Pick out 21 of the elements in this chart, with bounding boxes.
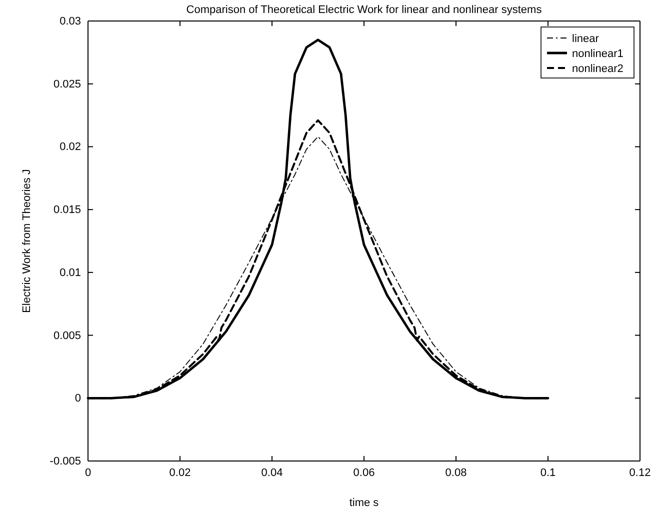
x-tick-label: 0.04 [261, 466, 283, 479]
y-tick-label: 0.015 [53, 204, 81, 216]
y-axis-title: Electric Work from Theories J [21, 169, 33, 313]
x-tick-label: 0 [84, 466, 92, 479]
y-tick-label: -0.005 [50, 456, 81, 468]
x-axis-title: time s [349, 497, 380, 509]
y-tick-label: 0.025 [53, 78, 81, 90]
y-tick-label: 0 [74, 392, 81, 405]
chart-title: Comparison of Theoretical Electric Work for linear and nonlinear systems [186, 4, 542, 16]
x-tick-label: 0.12 [629, 466, 651, 479]
legend-label: nonlinear1 [572, 48, 624, 60]
x-tick-label: 0.02 [169, 466, 191, 479]
x-tick-label: 0.06 [353, 466, 375, 479]
legend-label: nonlinear2 [572, 63, 624, 75]
y-tick-label: 0.03 [60, 16, 81, 28]
y-tick-label: 0.02 [60, 141, 81, 154]
x-tick-label: 0.08 [445, 466, 467, 479]
x-tick-label: 0.1 [540, 466, 556, 479]
legend-label: linear [572, 33, 600, 45]
y-tick-label: 0.005 [53, 330, 81, 342]
y-tick-label: 0.01 [60, 266, 81, 279]
